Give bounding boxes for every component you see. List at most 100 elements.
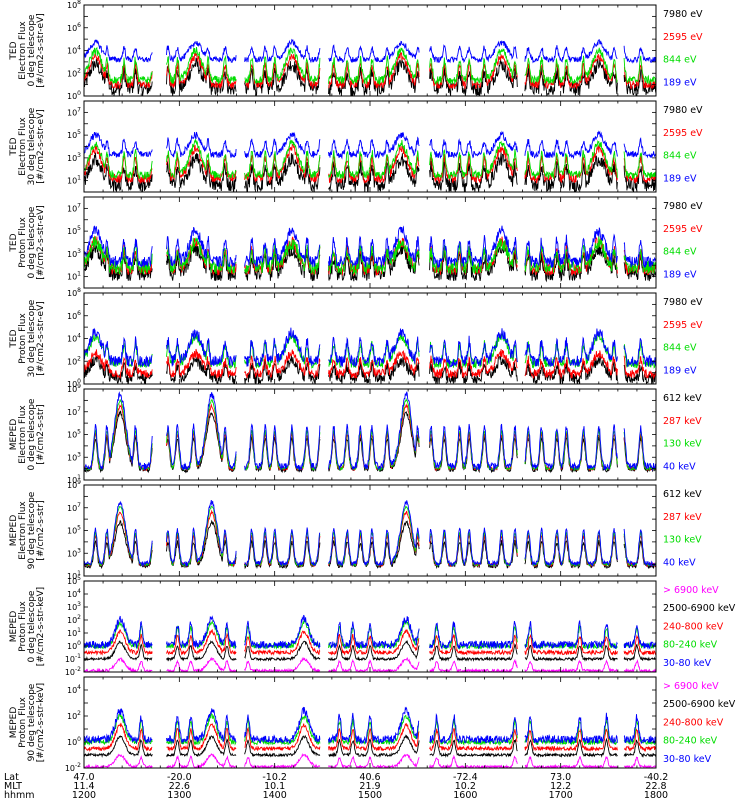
y-axis-label: MEPEDProton Flux90 deg telescope[#/cm2-s… <box>9 683 46 762</box>
x-tick-label-mlt: 12.2 <box>550 781 571 792</box>
y-tick-label: 103 <box>67 248 81 259</box>
y-tick-exponent: 8 <box>77 287 81 294</box>
x-tick-label-mlt: 11.4 <box>73 781 94 792</box>
series-trace-5 <box>84 614 656 650</box>
y-tick-exponent: 7 <box>77 406 81 413</box>
x-tick-label-hhmm: 1700 <box>549 790 573 800</box>
y-axis-label-line: 0 deg telescope <box>27 590 37 662</box>
legend-entry: 844 eV <box>663 151 697 162</box>
y-tick-exponent: 9 <box>77 383 81 390</box>
y-tick-exponent: 1 <box>77 627 81 634</box>
y-tick-exponent: 6 <box>77 22 81 29</box>
y-tick-exponent: 0 <box>77 378 81 385</box>
y-tick-label: 103 <box>67 152 81 163</box>
y-tick-exponent: 7 <box>77 502 81 509</box>
y-axis-label-line: [#/cm2-s-str-eV] <box>36 109 46 184</box>
y-axis-label-line: 30 deg telescope <box>27 299 37 377</box>
legend-entry: 130 keV <box>663 439 702 450</box>
y-tick-exponent: 1 <box>77 570 81 577</box>
y-tick-label: 100 <box>67 90 81 101</box>
legend-entry: 80-240 keV <box>663 736 718 747</box>
y-tick-exponent: 2 <box>77 355 81 362</box>
y-tick-label: 108 <box>67 0 81 10</box>
y-tick-label: 105 <box>67 525 81 536</box>
series-trace-2 <box>84 734 656 758</box>
x-tick-label-lat: -72.4 <box>453 772 478 783</box>
legend-entry: 189 eV <box>663 365 697 376</box>
y-tick-label: 101 <box>67 175 81 186</box>
y-tick-label: 105 <box>67 429 81 440</box>
y-tick-label: 10-2 <box>65 666 81 677</box>
legend-entry: 30-80 keV <box>663 754 712 765</box>
y-tick-label: 106 <box>67 310 81 321</box>
y-axis-label-line: Electron Flux <box>18 21 28 80</box>
y-tick-exponent: -1 <box>75 653 81 660</box>
legend-entry: 287 keV <box>663 416 702 427</box>
x-tick-label-hhmm: 1500 <box>358 790 382 800</box>
y-tick-exponent: 7 <box>77 106 81 113</box>
y-tick-label: 102 <box>67 614 81 625</box>
y-axis-label: MEPEDElectron Flux0 deg telescope[#/cm2-… <box>9 398 46 470</box>
series-trace-1 <box>84 354 656 384</box>
y-tick-label: 10-2 <box>65 762 81 773</box>
x-tick-label-lat: 40.6 <box>359 772 380 783</box>
y-axis-label-line: [#/cm2-s-str-eV] <box>36 301 46 376</box>
y-tick-exponent: 4 <box>77 588 81 595</box>
x-tick-label-lat: -10.2 <box>262 772 287 783</box>
series-trace-2 <box>84 509 656 568</box>
legend-entry: 844 eV <box>663 55 697 66</box>
y-tick-label: 105 <box>67 225 81 236</box>
legend-entry: 240-800 keV <box>663 717 724 728</box>
y-tick-label: 103 <box>67 451 81 462</box>
x-tick-label-lat: -40.2 <box>644 772 669 783</box>
y-tick-exponent: 0 <box>77 640 81 647</box>
y-tick-exponent: 0 <box>77 736 81 743</box>
y-tick-exponent: 2 <box>77 614 81 621</box>
y-axis-label-line: TED <box>9 137 19 156</box>
y-axis-label-line: [#/cm2-s-str-keV] <box>36 587 46 666</box>
y-tick-label: 103 <box>67 547 81 558</box>
y-tick-exponent: 5 <box>77 575 81 582</box>
y-tick-exponent: 1 <box>77 474 81 481</box>
x-row-label: Lat <box>4 772 19 783</box>
y-axis-label-line: 0 deg telescope <box>27 206 37 278</box>
y-axis-label: TEDProton Flux30 deg telescope[#/cm2-s-s… <box>9 299 46 377</box>
y-axis-label-line: TED <box>9 233 19 252</box>
panel-2: 101 103 105 107 TEDElectron Flux30 deg teles… <box>9 100 703 193</box>
y-tick-exponent: 1 <box>77 271 81 278</box>
panel-8: 10-2 100 102 104 MEPEDProton Flux90 deg tele… <box>9 676 736 773</box>
y-tick-label: 101 <box>67 570 81 581</box>
y-tick-exponent: 4 <box>77 45 81 52</box>
legend-entry: 189 eV <box>663 269 697 280</box>
legend-entry: 30-80 keV <box>663 658 712 669</box>
y-tick-exponent: 3 <box>77 601 81 608</box>
series-trace-1 <box>84 753 656 768</box>
y-tick-exponent: 5 <box>77 525 81 532</box>
y-tick-exponent: 5 <box>77 129 81 136</box>
series-trace-2 <box>84 639 656 662</box>
y-axis-label-line: [#/cm2-s-str] <box>36 404 46 464</box>
y-tick-exponent: 3 <box>77 547 81 554</box>
y-axis-label: MEPEDElectron Flux90 deg telescope[#/cm2… <box>9 491 46 569</box>
x-tick-label-hhmm: 1800 <box>644 790 668 800</box>
y-tick-label: 103 <box>67 601 81 612</box>
series-trace-3 <box>84 46 656 86</box>
x-tick-label-hhmm: 1600 <box>453 790 477 800</box>
series-trace-4 <box>84 327 656 368</box>
series-trace-4 <box>84 391 656 472</box>
x-row-label: hhmm <box>4 790 35 800</box>
x-tick-label-mlt: 22.6 <box>169 781 190 792</box>
legend-entry: 2595 eV <box>663 128 703 139</box>
legend-entry: 612 keV <box>663 393 702 404</box>
panel-4: 100 102 104 106 108 TEDProton Flux30 deg tele… <box>9 287 703 389</box>
y-tick-label: 107 <box>67 202 81 213</box>
y-axis-label-line: Proton Flux <box>18 313 28 364</box>
y-axis-label-line: Proton Flux <box>18 601 28 652</box>
legend-entry: 2500-6900 keV <box>663 699 736 710</box>
x-row-label: MLT <box>4 781 22 792</box>
y-axis-label-line: Proton Flux <box>18 217 28 268</box>
y-axis-label-line: MEPED <box>9 419 19 451</box>
y-tick-label: 101 <box>67 474 81 485</box>
y-tick-exponent: 4 <box>77 333 81 340</box>
